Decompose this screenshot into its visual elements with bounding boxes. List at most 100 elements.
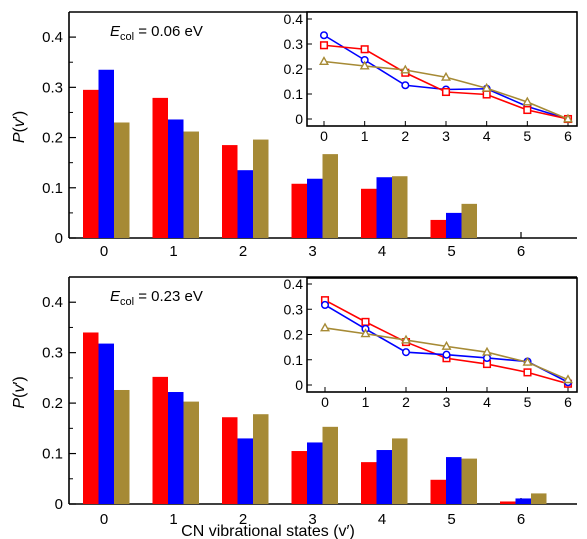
y-tick-label: 0.1 [42,446,63,463]
bar [222,417,238,504]
bar [531,493,547,504]
inset-point-triangle [400,64,411,74]
inset-point-triangle [319,56,329,66]
inset-point-triangle [360,328,371,338]
bar [168,119,184,238]
bar [253,414,269,504]
y-tick-label: 0.3 [42,79,63,96]
bar [446,457,462,504]
inset-y-tick-label: 0.1 [284,86,304,102]
x-tick-label: 2 [239,511,247,528]
inset-point-triangle [563,374,573,384]
x-tick-label: 5 [447,511,455,528]
bar [430,479,446,504]
y-tick-label: 0 [55,230,63,247]
bar [392,176,408,238]
bar [392,438,408,504]
inset-y-tick-label: 0.4 [284,11,304,27]
inset-y-tick-label: 0.3 [284,36,304,52]
inset-frame [306,11,578,127]
inset-point-triangle [320,322,330,332]
inset-y-tick-label: 0 [295,377,303,393]
bar [98,69,114,238]
bar [500,501,516,504]
x-axis-label: CN vibrational states (v′) [181,523,355,539]
inset-x-tick-label: 5 [524,394,532,410]
inset-y-tick-label: 0.3 [284,301,304,317]
x-tick-label: 2 [239,243,247,260]
bar [461,203,477,238]
x-tick-label: 0 [100,243,108,260]
inset-bottom: 0 0.1 0.2 0.3 0.4 0 1 2 3 4 5 6 [284,276,578,410]
y-axis-label: P(v′) [11,111,28,143]
inset-x-tick-label: 2 [401,128,409,144]
bar [237,170,253,238]
bar [152,376,168,504]
bar [515,498,531,504]
x-tick-label: 4 [378,243,386,260]
y-tick-label: 0.4 [42,294,63,311]
inset-x-tick-label: 3 [442,128,450,144]
inset-x-tick-label: 5 [523,128,531,144]
y-tick-label: 0.2 [42,130,63,147]
inset-point-square [361,317,370,326]
inset-point-square [523,368,532,377]
y-tick-label: 0 [55,496,63,513]
y-tick-label: 0.3 [42,345,63,362]
energy-annotation: Ecol = 0.06 eV [110,23,203,43]
x-tick-label: 1 [169,511,177,528]
inset-x-tick-label: 4 [483,128,491,144]
inset-x-tick-label: 6 [564,128,572,144]
bar [307,442,323,504]
bar [291,451,307,504]
x-tick-label: 6 [517,511,525,528]
inset-point-triangle [441,340,452,350]
panel-top: 0 0.1 0.2 0.3 0.4 P(v′) 0 1 2 3 4 5 6 Ecol = 0.06 eV 0… [11,11,578,260]
bar [461,458,477,504]
inset-x-tick-label: 0 [320,128,328,144]
inset-point-square [441,87,451,97]
inset-x-tick-label: 1 [362,394,370,410]
energy-annotation: Ecol = 0.23 eV [110,288,203,308]
x-tick-label: 3 [308,511,316,528]
inset-x-tick-label: 0 [321,394,329,410]
panel-bottom: 0 0.1 0.2 0.3 0.4 P(v′) 0 1 2 3 4 5 6 Ecol = 0.23 eV C… [11,276,578,539]
x-tick-label: 3 [308,243,316,260]
bar [322,154,338,238]
inset-point-square [523,105,532,115]
inset-top: 0 0.1 0.2 0.3 0.4 0 1 2 3 4 5 6 [284,11,578,144]
bar [222,145,238,238]
bar [376,450,392,504]
bar [446,212,462,238]
inset-y-tick-label: 0.1 [284,352,304,368]
bar [183,131,199,238]
inset-x-tick-label: 4 [483,394,491,410]
y-tick-label: 0.4 [42,29,63,46]
bar [253,139,269,238]
inset-point-triangle [522,96,533,106]
inset-point-triangle [359,60,370,70]
inset-y-tick-label: 0.2 [284,327,304,343]
bar [361,188,377,238]
inset-y-tick-label: 0.4 [284,276,304,292]
bar [114,122,130,238]
x-tick-label: 1 [169,243,177,260]
y-tick-label: 0.1 [42,180,63,197]
x-tick-label: 6 [517,243,525,260]
inset-x-tick-label: 6 [564,394,572,410]
inset-point-square [360,45,369,54]
bar [322,426,338,504]
bar [114,389,130,504]
inset-x-tick-label: 2 [402,394,410,410]
y-axis-label: P(v′) [11,376,28,408]
inset-point-triangle [482,346,492,356]
x-tick-label: 5 [447,243,455,260]
y-tick-label: 0.2 [42,395,63,412]
inset-point-circle [401,81,410,90]
inset-point-circle [442,350,451,359]
bar [183,401,199,504]
inset-point-triangle [441,71,451,81]
bar [237,438,253,504]
bar [168,392,184,504]
